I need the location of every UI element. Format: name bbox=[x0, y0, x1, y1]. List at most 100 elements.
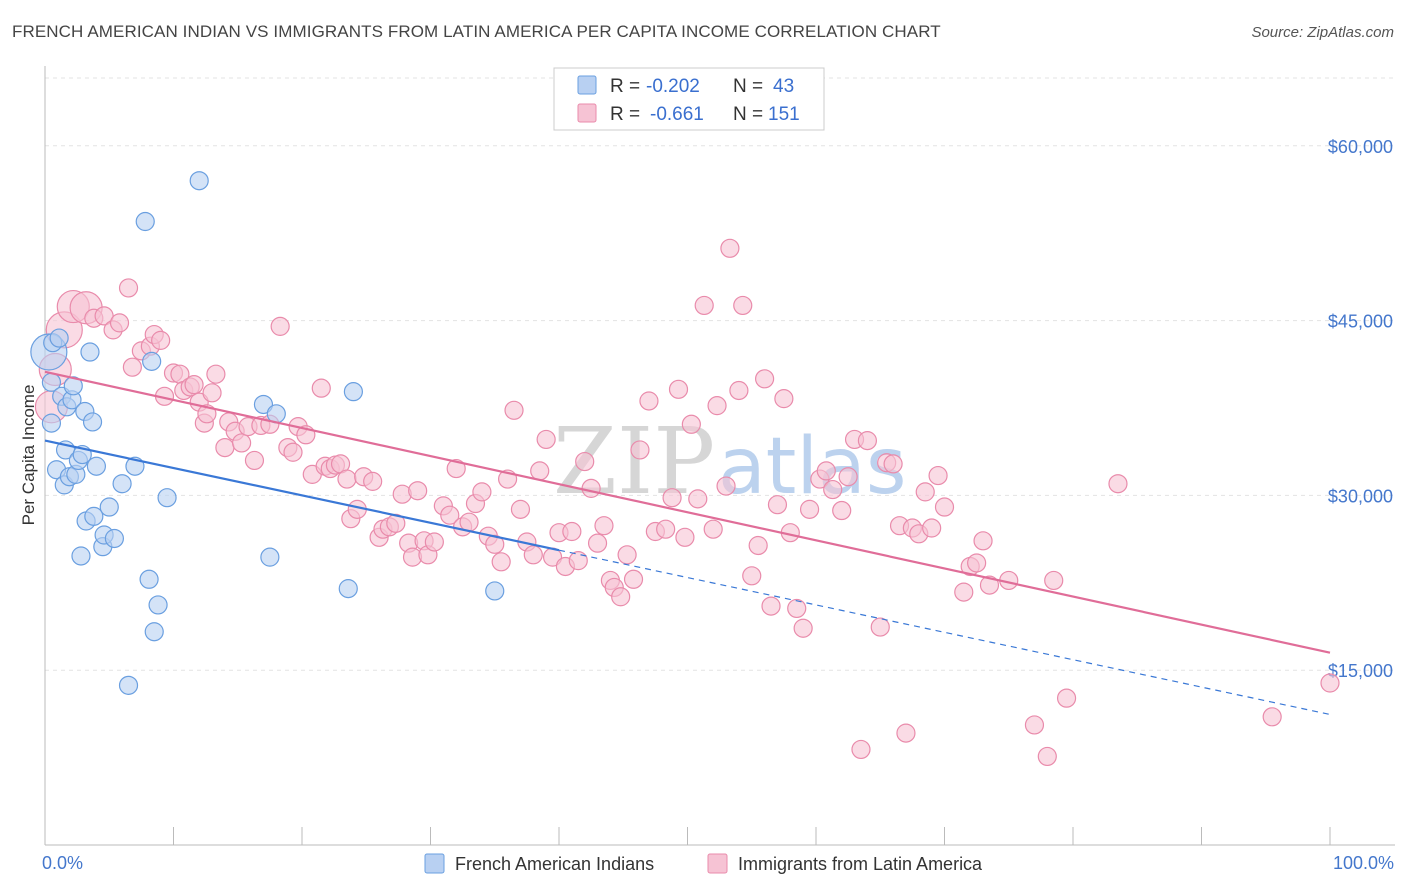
latin-america-point-25 bbox=[206, 364, 226, 384]
latin-america-point-62 bbox=[440, 505, 460, 525]
french-american-indians-point-12 bbox=[63, 376, 83, 396]
french-american-indians-point-25 bbox=[99, 497, 119, 517]
latin-america-point-26 bbox=[215, 437, 235, 458]
latin-america-point-96 bbox=[662, 488, 682, 508]
latin-america-point-77 bbox=[536, 429, 556, 450]
latin-america-point-83 bbox=[575, 451, 595, 472]
legend-r-label-1: R = bbox=[610, 76, 640, 97]
latin-america-point-76 bbox=[530, 461, 550, 481]
latin-america-point-130 bbox=[896, 723, 916, 743]
latin-america-point-8 bbox=[109, 313, 130, 333]
french-american-indians-point-2 bbox=[41, 413, 62, 433]
latin-america-point-101 bbox=[694, 295, 714, 316]
french-american-indians-point-38 bbox=[260, 547, 280, 567]
latin-america-point-105 bbox=[720, 238, 740, 258]
latin-america-point-97 bbox=[668, 379, 689, 399]
latin-america-point-63 bbox=[446, 458, 466, 479]
series-legend-swatch-blue bbox=[424, 853, 445, 874]
series-legend-label-pink: Immigrants from Latin America bbox=[738, 854, 983, 874]
latin-america-point-103 bbox=[707, 396, 727, 416]
french-american-indians-point-30 bbox=[135, 211, 155, 232]
series-legend-label-blue: French American Indians bbox=[455, 854, 654, 874]
legend-r-value-2: -0.661 bbox=[650, 104, 704, 125]
source-credit: Source: ZipAtlas.com bbox=[1251, 24, 1394, 41]
latin-america-point-91 bbox=[623, 569, 644, 589]
latin-america-point-133 bbox=[915, 482, 935, 502]
legend-box bbox=[553, 67, 825, 131]
latin-america-point-99 bbox=[681, 414, 701, 434]
latin-america-point-9 bbox=[118, 278, 139, 298]
french-american-indians-point-35 bbox=[157, 488, 177, 508]
correlation-legend: R = -0.202 N = 43 R = -0.661 N = 151 bbox=[553, 67, 825, 131]
latin-america-point-29 bbox=[232, 433, 252, 453]
latin-america-point-60 bbox=[424, 532, 444, 552]
latin-america-point-31 bbox=[244, 450, 265, 471]
latin-america-point-49 bbox=[363, 471, 383, 491]
french-american-indians-point-26 bbox=[104, 528, 124, 549]
french-american-indians-point-36 bbox=[189, 171, 209, 191]
legend-r-value-1: -0.202 bbox=[646, 76, 700, 97]
trend-line-blue-solid bbox=[44, 439, 560, 552]
latin-america-point-45 bbox=[337, 469, 357, 489]
grid-lines bbox=[45, 77, 1395, 671]
latin-america-point-125 bbox=[857, 431, 878, 451]
french-american-indians-point-28 bbox=[118, 675, 139, 695]
latin-america-point-40 bbox=[311, 378, 331, 398]
latin-america-point-112 bbox=[767, 495, 788, 515]
latin-america-point-75 bbox=[523, 545, 543, 565]
legend-swatch-pink bbox=[577, 103, 597, 123]
series-french-american-indians-points bbox=[30, 171, 505, 695]
x-tick-label-start: 0.0% bbox=[42, 853, 83, 873]
latin-america-point-110 bbox=[754, 369, 775, 389]
y-tick-label-1: $45,000 bbox=[1328, 312, 1393, 332]
latin-america-point-117 bbox=[799, 499, 820, 519]
legend-r-label-2: R = bbox=[610, 104, 640, 125]
series-legend-swatch-pink bbox=[707, 853, 728, 874]
latin-america-point-108 bbox=[742, 566, 762, 586]
french-american-indians-point-41 bbox=[343, 382, 363, 402]
latin-america-point-90 bbox=[617, 545, 637, 565]
series-latin-america-points bbox=[34, 238, 1340, 767]
latin-america-point-89 bbox=[611, 587, 631, 607]
latin-america-point-139 bbox=[967, 553, 987, 573]
latin-america-point-104 bbox=[716, 476, 736, 496]
french-american-indians-point-34 bbox=[148, 595, 168, 615]
legend-n-label-1: N = bbox=[733, 76, 763, 97]
y-tick-label-3: $15,000 bbox=[1328, 661, 1393, 681]
french-american-indians-point-37 bbox=[253, 394, 274, 415]
latin-america-point-148 bbox=[1262, 707, 1282, 727]
french-american-indians-point-21 bbox=[84, 506, 104, 526]
latin-america-point-143 bbox=[1024, 715, 1045, 735]
latin-america-point-69 bbox=[485, 534, 505, 554]
latin-america-point-122 bbox=[838, 467, 858, 487]
x-tick-label-end: 100.0% bbox=[1333, 853, 1394, 873]
latin-america-point-146 bbox=[1056, 688, 1077, 708]
latin-america-point-137 bbox=[954, 582, 974, 602]
latin-america-point-93 bbox=[639, 391, 659, 411]
latin-america-point-102 bbox=[703, 519, 723, 539]
y-axis-label: Per Capita Income bbox=[19, 385, 38, 526]
french-american-indians-point-31 bbox=[139, 569, 159, 589]
latin-america-point-121 bbox=[832, 500, 852, 521]
french-american-indians-point-33 bbox=[144, 622, 164, 642]
latin-america-point-14 bbox=[151, 330, 171, 350]
latin-america-point-144 bbox=[1037, 746, 1057, 767]
french-american-indians-point-32 bbox=[142, 351, 162, 371]
latin-america-point-98 bbox=[675, 527, 695, 547]
trend-line-blue-dashed bbox=[558, 549, 1331, 716]
latin-america-point-86 bbox=[594, 516, 614, 536]
latin-america-point-111 bbox=[761, 596, 781, 616]
y-tick-label-2: $30,000 bbox=[1328, 486, 1393, 506]
latin-america-point-34 bbox=[270, 316, 290, 336]
legend-n-label-2: N = bbox=[733, 104, 763, 125]
trend-lines bbox=[44, 370, 1331, 716]
latin-america-point-92 bbox=[630, 440, 650, 460]
trend-line-pink bbox=[44, 370, 1331, 654]
latin-america-point-81 bbox=[562, 521, 582, 542]
latin-america-point-147 bbox=[1108, 474, 1128, 494]
latin-america-point-136 bbox=[934, 497, 955, 517]
latin-america-point-10 bbox=[122, 357, 142, 377]
french-american-indians-point-42 bbox=[485, 581, 505, 601]
latin-america-point-113 bbox=[774, 389, 794, 409]
